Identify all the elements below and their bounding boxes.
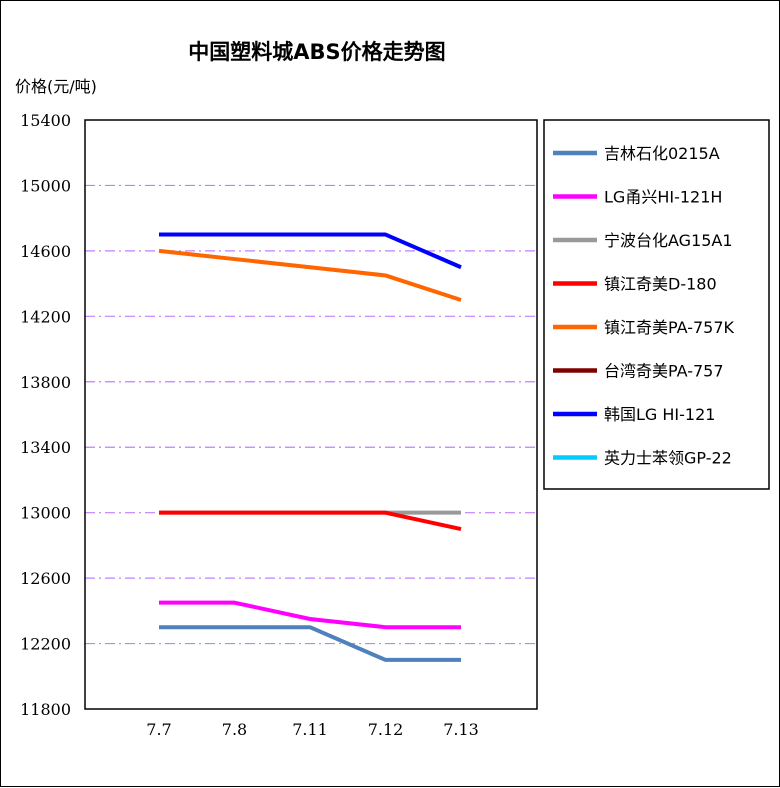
y-tick-label: 13400 xyxy=(20,438,71,457)
legend-label: 台湾奇美PA-757 xyxy=(604,362,724,381)
series-layer xyxy=(158,232,462,662)
y-tick-label: 13000 xyxy=(20,504,71,523)
y-tick-labels: 11800 12200 12600 13000 13400 13800 14200 14600… xyxy=(20,111,71,719)
chart-title: 中国塑料城ABS价格走势图 xyxy=(188,40,445,64)
grid-layer xyxy=(85,184,537,645)
series-line xyxy=(158,248,462,302)
y-tick-label: 11800 xyxy=(20,700,71,719)
x-tick-label: 7.12 xyxy=(368,720,404,739)
legend-label: LG甬兴HI-121H xyxy=(604,188,722,207)
y-tick-label: 12200 xyxy=(20,635,71,654)
x-tick-labels: 7.7 7.8 7.11 7.12 7.13 xyxy=(146,720,479,739)
legend-label: 英力士苯领GP-22 xyxy=(604,449,732,468)
x-tick-label: 7.13 xyxy=(443,720,479,739)
y-tick-label: 13800 xyxy=(20,373,71,392)
legend xyxy=(543,119,770,490)
y-axis-label: 价格(元/吨) xyxy=(15,77,97,96)
legend-label: 吉林石化0215A xyxy=(604,144,720,163)
x-tick-label: 7.8 xyxy=(222,720,247,739)
legend-entries: 吉林石化0215A LG甬兴HI-121H 宁波台化AG15A1 镇江奇美D-180 镇… xyxy=(553,144,735,468)
legend-label: 韩国LG HI-121 xyxy=(604,405,715,424)
x-tick-label: 7.7 xyxy=(146,720,171,739)
series-line xyxy=(159,510,462,531)
y-tick-label: 14600 xyxy=(20,242,71,261)
x-tick-label: 7.11 xyxy=(292,720,328,739)
series-line xyxy=(159,625,461,662)
y-tick-label: 12600 xyxy=(20,569,71,588)
y-tick-label: 15400 xyxy=(20,111,71,130)
legend-label: 镇江奇美D-180 xyxy=(604,275,717,294)
series-line xyxy=(159,600,461,630)
legend-label: 宁波台化AG15A1 xyxy=(604,231,733,250)
series-line xyxy=(159,232,462,270)
legend-label: 镇江奇美PA-757K xyxy=(604,318,735,337)
y-tick-label: 15000 xyxy=(20,176,71,195)
y-tick-label: 14200 xyxy=(20,307,71,326)
plot-area xyxy=(84,119,538,710)
